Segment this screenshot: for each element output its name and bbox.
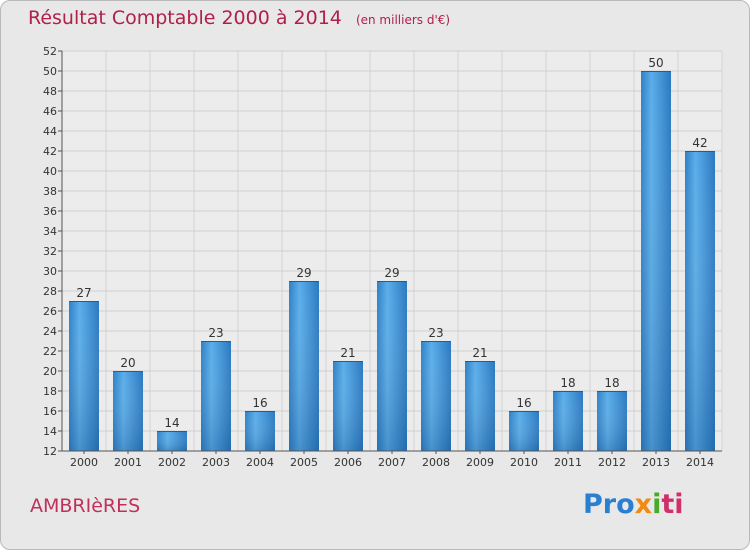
bar-shade <box>289 281 319 451</box>
chart-title-text: Résultat Comptable 2000 à 2014 <box>28 7 342 29</box>
bar-data-label: 14 <box>164 416 179 430</box>
bar-shade <box>421 341 451 451</box>
bar-shade <box>157 431 187 451</box>
x-tick-label: 2006 <box>334 456 362 469</box>
bar-shade <box>553 391 583 451</box>
logo-part-2: x <box>634 489 653 520</box>
x-tick-label: 2011 <box>554 456 582 469</box>
logo-part-4: ti <box>661 489 684 520</box>
logo-part-1: Pro <box>583 489 635 520</box>
x-tick-label: 2012 <box>598 456 626 469</box>
x-tick-label: 2009 <box>466 456 494 469</box>
bar-data-label: 16 <box>252 396 267 410</box>
bar-data-label: 50 <box>648 56 663 70</box>
bar-shade <box>641 71 671 451</box>
y-tick-label: 26 <box>43 305 57 318</box>
y-tick-label: 24 <box>43 325 57 338</box>
bar-layer: 27 20 14 23 16 29 21 29 23 21 16 18 18 50 42 <box>69 56 715 451</box>
y-tick-label: 48 <box>43 85 57 98</box>
bar-shade <box>333 361 363 451</box>
bar-shade <box>201 341 231 451</box>
y-tick-label: 38 <box>43 185 57 198</box>
y-tick-label: 50 <box>43 65 57 78</box>
bar-data-label: 42 <box>692 136 707 150</box>
y-tick-label: 30 <box>43 265 57 278</box>
bar-data-label: 16 <box>516 396 531 410</box>
axis-layer: 12 14 16 18 20 22 24 26 28 30 32 34 36 38 40 42 44 46 48 50… <box>43 45 722 469</box>
y-tick-label: 28 <box>43 285 57 298</box>
x-tick-label: 2010 <box>510 456 538 469</box>
bar-shade <box>597 391 627 451</box>
bar-data-label: 18 <box>604 376 619 390</box>
y-tick-label: 32 <box>43 245 57 258</box>
x-tick-label: 2008 <box>422 456 450 469</box>
logo-part-3: i <box>652 489 662 520</box>
bar-data-label: 29 <box>384 266 399 280</box>
y-tick-label: 46 <box>43 105 57 118</box>
bar-shade <box>377 281 407 451</box>
bar-data-label: 27 <box>76 286 91 300</box>
bar-data-label: 23 <box>428 326 443 340</box>
y-tick-label: 14 <box>43 425 57 438</box>
x-tick-label: 2014 <box>686 456 714 469</box>
bar-data-label: 21 <box>340 346 355 360</box>
commune-name: AMBRIèRES <box>30 495 141 517</box>
bar-shade <box>465 361 495 451</box>
y-tick-label: 44 <box>43 125 57 138</box>
x-tick-label: 2005 <box>290 456 318 469</box>
bar-data-label: 18 <box>560 376 575 390</box>
y-tick-label: 42 <box>43 145 57 158</box>
bar-data-label: 29 <box>296 266 311 280</box>
bar-data-label: 20 <box>120 356 135 370</box>
y-tick-label: 16 <box>43 405 57 418</box>
chart-subtitle: (en milliers d'€) <box>355 13 451 27</box>
y-tick-label: 36 <box>43 205 57 218</box>
bar-shade <box>509 411 539 451</box>
x-tick-label: 2002 <box>158 456 186 469</box>
bar-shade <box>113 371 143 451</box>
bar-data-label: 21 <box>472 346 487 360</box>
y-tick-label: 40 <box>43 165 57 178</box>
bar-shade <box>685 151 715 451</box>
y-tick-label: 34 <box>43 225 57 238</box>
bar-shade <box>245 411 275 451</box>
y-tick-label: 22 <box>43 345 57 358</box>
x-tick-label: 2013 <box>642 456 670 469</box>
x-tick-label: 2000 <box>70 456 98 469</box>
x-tick-label: 2007 <box>378 456 406 469</box>
x-tick-label: 2004 <box>246 456 274 469</box>
bar-shade <box>69 301 99 451</box>
chart-title: Résultat Comptable 2000 à 2014 (en milli… <box>28 7 450 29</box>
bar-data-label: 23 <box>208 326 223 340</box>
proxiti-logo: Proxiti <box>583 489 684 520</box>
x-tick-label: 2001 <box>114 456 142 469</box>
y-tick-label: 20 <box>43 365 57 378</box>
y-tick-label: 52 <box>43 45 57 58</box>
y-tick-label: 18 <box>43 385 57 398</box>
y-tick-label: 12 <box>43 445 57 458</box>
x-tick-label: 2003 <box>202 456 230 469</box>
